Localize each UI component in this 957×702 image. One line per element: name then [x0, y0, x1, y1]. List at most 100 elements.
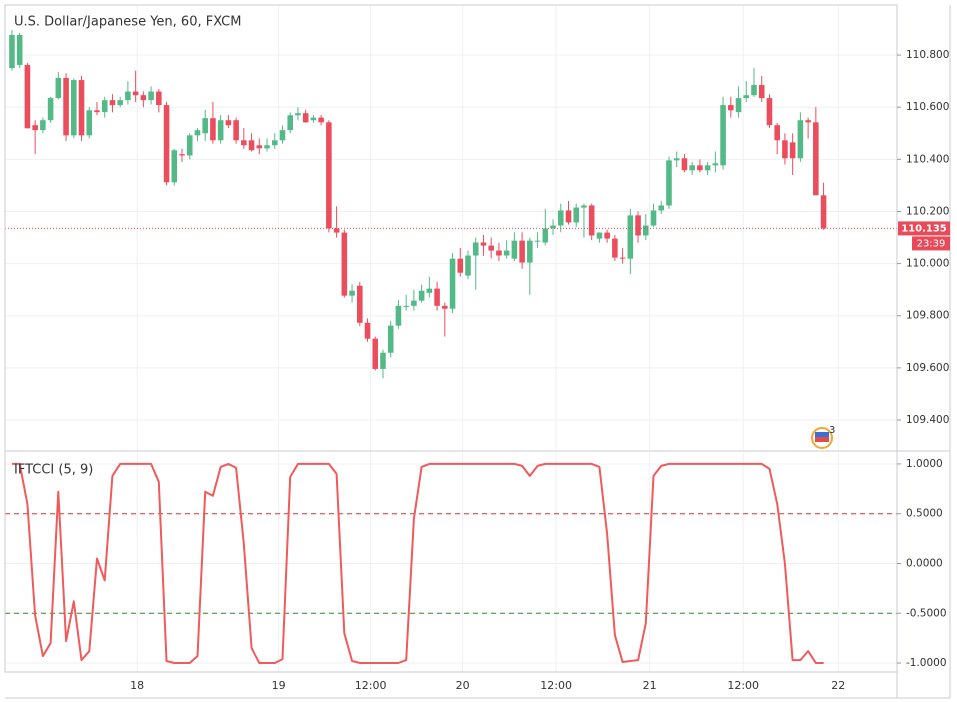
candle-body	[689, 165, 695, 171]
candle-body	[171, 150, 178, 183]
candle-body	[805, 120, 811, 123]
y-tick-label: 110.400	[906, 153, 949, 165]
candle-body	[751, 85, 757, 96]
candle-body	[542, 228, 549, 243]
candle-body	[797, 120, 804, 159]
candle-body	[581, 205, 587, 208]
candle-body	[442, 305, 448, 309]
last-price-box	[898, 221, 950, 236]
candle-body	[349, 290, 355, 296]
chart-title: U.S. Dollar/Japanese Yen, 60, FXCM	[14, 15, 241, 30]
candle-body	[233, 120, 239, 141]
candle-body	[588, 205, 595, 236]
candle-body	[202, 118, 208, 134]
candle-body	[534, 240, 541, 242]
x-tick-label: 12:00	[355, 679, 387, 692]
candle-body	[163, 105, 170, 183]
candle-body	[728, 105, 734, 111]
candle-body	[766, 98, 773, 126]
y-tick-label: -1.0000	[906, 657, 947, 669]
y-tick-label: 110.600	[906, 101, 949, 113]
indicator-line	[12, 462, 824, 664]
candle-body	[573, 207, 580, 223]
candle-body	[619, 257, 626, 259]
candle-body	[341, 232, 348, 296]
candle-body	[758, 85, 765, 99]
candle-body	[295, 113, 301, 116]
candle-body	[457, 258, 464, 273]
candle-body	[813, 122, 819, 196]
candle-body	[225, 120, 232, 126]
candle-body	[774, 125, 780, 141]
candle-body	[635, 215, 641, 236]
candle-body	[264, 145, 270, 149]
candle-body	[380, 352, 386, 369]
y-tick-label: 109.400	[906, 414, 949, 426]
y-tick-label: 0.0000	[906, 557, 943, 569]
candle-body	[403, 305, 409, 307]
event-badge-count: 3	[829, 425, 835, 436]
candle-body	[109, 100, 116, 106]
candle-body	[387, 325, 394, 353]
marks	[5, 30, 897, 664]
candle-body	[279, 130, 286, 141]
candle-body	[550, 225, 556, 229]
candle-body	[472, 242, 479, 256]
candle-body	[179, 154, 185, 156]
axes: 18 19 12:00 20 12:00 21 12:00 22 109.400 109.600 1…	[130, 49, 950, 692]
candle-body	[488, 245, 494, 251]
candle-body	[782, 140, 788, 159]
candle-body	[256, 145, 263, 149]
candle-body	[604, 232, 610, 239]
candle-body	[310, 117, 317, 121]
candle-body	[40, 120, 46, 131]
candle-body	[156, 91, 162, 106]
x-tick-label: 20	[456, 679, 470, 692]
y-tick-label: 0.5000	[906, 508, 943, 520]
x-tick-label: 21	[643, 679, 657, 692]
countdown-label: 23:39	[917, 238, 946, 249]
candle-body	[650, 210, 657, 226]
candle-body	[372, 338, 379, 369]
candle-body	[248, 140, 255, 151]
candle-body	[140, 95, 147, 101]
candle-body	[434, 288, 440, 306]
event-flag-stripe	[815, 437, 829, 442]
x-tick-label: 22	[831, 679, 845, 692]
x-tick-label: 12:00	[540, 679, 572, 692]
candle-body	[596, 232, 603, 239]
candle-body	[9, 34, 15, 69]
candle-body	[333, 228, 340, 233]
y-tick-label: 109.600	[906, 362, 949, 374]
candle-body	[24, 64, 31, 129]
candle-body	[820, 195, 827, 229]
candle-body	[643, 225, 649, 236]
candle-body	[411, 300, 417, 306]
candle-body	[418, 290, 425, 301]
candle-body	[712, 163, 719, 166]
candle-body	[743, 95, 750, 99]
candle-body	[527, 240, 533, 263]
candle-body	[302, 113, 309, 123]
candle-body	[94, 110, 100, 113]
candle-body	[16, 34, 23, 65]
candle-body	[658, 205, 665, 211]
candle-body	[789, 142, 796, 159]
candle-body	[496, 250, 502, 256]
candle-body	[132, 91, 139, 96]
candle-body	[32, 125, 38, 131]
candle-body	[465, 255, 471, 276]
x-tick-label: 18	[130, 679, 144, 692]
candle-body	[673, 158, 680, 161]
candle-body	[86, 110, 93, 136]
candle-body	[210, 118, 216, 141]
y-tick-label: 110.200	[906, 205, 949, 217]
indicator-title: IFTCCI (5, 9)	[14, 463, 93, 478]
candle-body	[426, 288, 433, 293]
candle-body	[511, 240, 518, 259]
candle-body	[117, 100, 123, 106]
last-price-label: 110.135	[901, 223, 947, 234]
candle-body	[565, 210, 572, 223]
candle-body	[557, 210, 564, 226]
